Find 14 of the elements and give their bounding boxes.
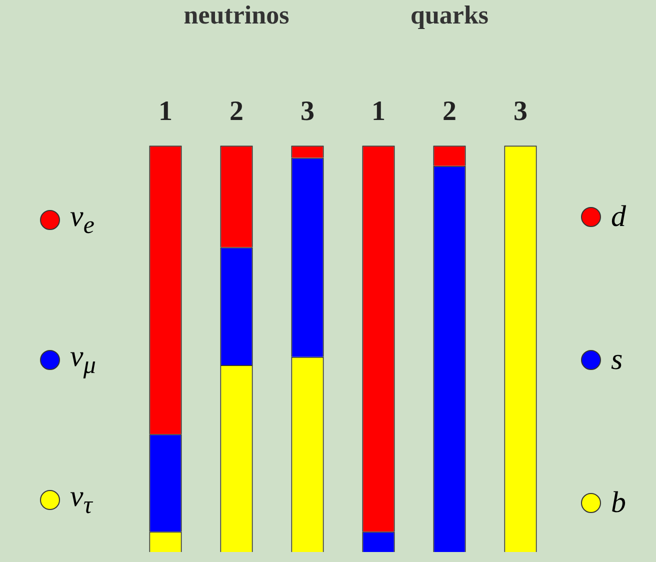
x-tick-label: 3 xyxy=(514,96,528,128)
legend-label: ν$_{e}$ xyxy=(70,200,94,240)
x-tick-label: 2 xyxy=(230,96,244,128)
text: quarks xyxy=(410,0,489,30)
legend-label: ν$_{μ}$ xyxy=(70,340,96,380)
legend-label: d xyxy=(611,200,626,234)
text: neutrinos xyxy=(184,0,290,30)
x-tick-label: 3 xyxy=(300,96,314,128)
legend-label: ν$_{τ}$ xyxy=(70,480,92,520)
x-tick-label: 1 xyxy=(158,96,172,128)
x-tick-label: 2 xyxy=(442,96,456,128)
legend-label: b xyxy=(611,486,626,520)
legend-label: s xyxy=(611,343,623,377)
x-tick-label: 1 xyxy=(372,96,386,128)
